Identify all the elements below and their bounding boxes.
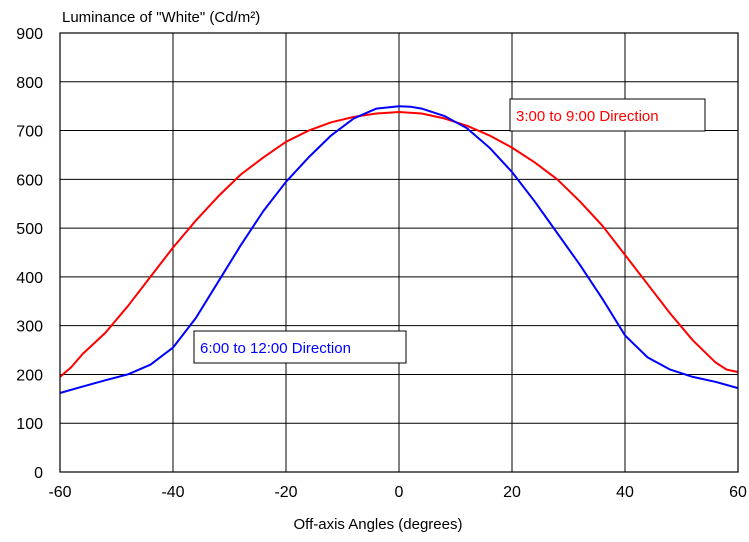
x-tick-label: -20: [274, 484, 297, 501]
y-tick-label: 400: [16, 270, 43, 287]
x-tick-label: -40: [161, 484, 184, 501]
y-tick-label: 200: [16, 367, 43, 384]
x-tick-label: -60: [48, 484, 71, 501]
x-tick-label: 40: [616, 484, 634, 501]
annotation-6-12-text: 6:00 to 12:00 Direction: [200, 340, 351, 357]
series-lines: [59, 105, 739, 394]
x-tick-label: 60: [729, 484, 747, 501]
y-tick-label: 500: [16, 221, 43, 238]
annotation-3-9-direction: 3:00 to 9:00 Direction: [509, 98, 706, 132]
y-tick-label: 100: [16, 416, 43, 433]
y-tick-label: 700: [16, 124, 43, 141]
y-tick-label: 300: [16, 319, 43, 336]
x-tick-label: 20: [503, 484, 521, 501]
annotation-6-12-direction: 6:00 to 12:00 Direction: [193, 330, 407, 364]
y-tick-label: 800: [16, 75, 43, 92]
plot-frame: [59, 32, 739, 473]
annotation-3-9-box: [509, 98, 706, 132]
y-axis-label: Luminance of "White" (Cd/m²): [62, 9, 260, 26]
x-tick-labels: -60 -40 -20 0 20 40 60: [48, 484, 747, 501]
y-tick-label: 0: [34, 465, 43, 482]
annotation-6-12-box: [193, 330, 407, 364]
y-tick-label: 900: [16, 26, 43, 43]
x-axis-label: Off-axis Angles (degrees): [294, 516, 463, 533]
annotation-3-9-text: 3:00 to 9:00 Direction: [516, 108, 659, 125]
y-tick-label: 600: [16, 172, 43, 189]
x-tick-label: 0: [395, 484, 404, 501]
series-line-6-12-direction: [59, 105, 739, 394]
y-tick-labels: 0 100 200 300 400 500 600 700 800 900: [16, 26, 43, 482]
series-line-3-9-direction: [59, 111, 739, 378]
